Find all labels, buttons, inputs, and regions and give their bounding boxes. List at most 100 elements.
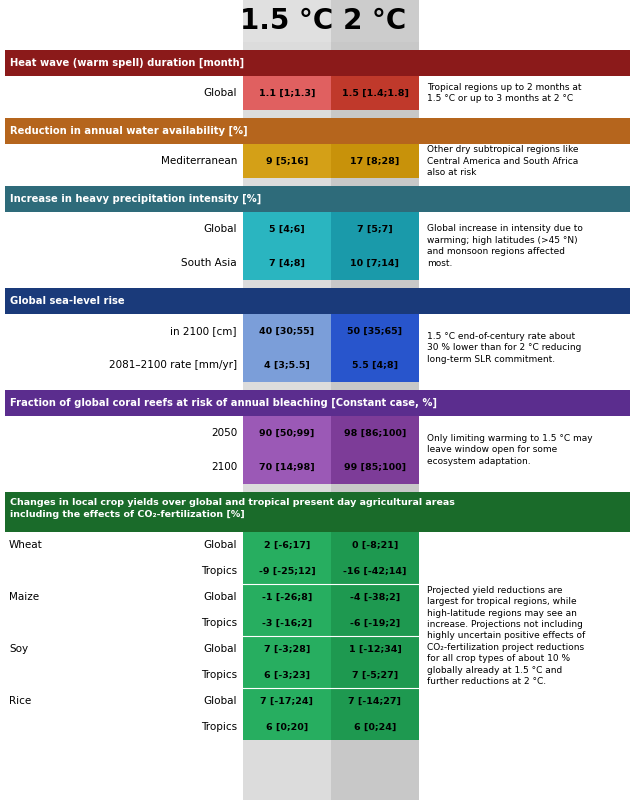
Text: 1.5 [1.4;1.8]: 1.5 [1.4;1.8] (342, 89, 408, 98)
FancyBboxPatch shape (331, 246, 419, 280)
Text: 1.1 [1;1.3]: 1.1 [1;1.3] (258, 89, 315, 98)
Text: 1.5 °C end-of-century rate about
30 % lower than for 2 °C reducing
long-term SLR: 1.5 °C end-of-century rate about 30 % lo… (427, 332, 582, 364)
Text: 2100: 2100 (211, 462, 237, 472)
FancyBboxPatch shape (331, 532, 419, 558)
Text: Increase in heavy precipitation intensity [%]: Increase in heavy precipitation intensit… (10, 194, 261, 204)
Text: Global sea-level rise: Global sea-level rise (10, 296, 124, 306)
Text: 7 [5;7]: 7 [5;7] (357, 225, 393, 234)
FancyBboxPatch shape (243, 714, 331, 740)
Text: Projected yield reductions are
largest for tropical regions, while
high-latitude: Projected yield reductions are largest f… (427, 586, 585, 686)
Text: Tropics: Tropics (201, 722, 237, 732)
Text: 9 [5;16]: 9 [5;16] (266, 157, 308, 166)
FancyBboxPatch shape (5, 118, 630, 144)
Text: 1.5 °C: 1.5 °C (241, 7, 333, 35)
Text: 4 [3;5.5]: 4 [3;5.5] (264, 361, 310, 370)
Text: 7 [-5;27]: 7 [-5;27] (352, 670, 398, 679)
FancyBboxPatch shape (5, 288, 630, 314)
Text: 90 [50;99]: 90 [50;99] (259, 429, 315, 438)
Text: 6 [0;24]: 6 [0;24] (354, 722, 396, 731)
Text: -6 [-19;2]: -6 [-19;2] (350, 618, 400, 627)
FancyBboxPatch shape (243, 0, 331, 800)
FancyBboxPatch shape (331, 450, 419, 484)
Text: Changes in local crop yields over global and tropical present day agricultural a: Changes in local crop yields over global… (10, 498, 455, 519)
FancyBboxPatch shape (331, 636, 419, 662)
Text: Tropical regions up to 2 months at
1.5 °C or up to 3 months at 2 °C: Tropical regions up to 2 months at 1.5 °… (427, 82, 582, 103)
Text: Global: Global (203, 696, 237, 706)
FancyBboxPatch shape (243, 584, 331, 610)
Text: Wheat: Wheat (9, 540, 43, 550)
Text: -3 [-16;2]: -3 [-16;2] (262, 618, 312, 627)
Text: -4 [-38;2]: -4 [-38;2] (350, 593, 400, 602)
Text: 99 [85;100]: 99 [85;100] (344, 462, 406, 471)
FancyBboxPatch shape (243, 532, 331, 558)
Text: Soy: Soy (9, 644, 28, 654)
FancyBboxPatch shape (331, 714, 419, 740)
Text: 6 [-3;23]: 6 [-3;23] (264, 670, 310, 679)
FancyBboxPatch shape (243, 416, 331, 450)
Text: 6 [0;20]: 6 [0;20] (266, 722, 308, 731)
FancyBboxPatch shape (331, 0, 419, 800)
Text: 17 [8;28]: 17 [8;28] (351, 157, 399, 166)
Text: Global: Global (203, 224, 237, 234)
FancyBboxPatch shape (331, 610, 419, 636)
Text: -9 [-25;12]: -9 [-25;12] (258, 566, 316, 575)
Text: Global increase in intensity due to
warming; high latitudes (>45 °N)
and monsoon: Global increase in intensity due to warm… (427, 224, 583, 268)
Text: 70 [14;98]: 70 [14;98] (259, 462, 315, 471)
Text: Global: Global (203, 592, 237, 602)
FancyBboxPatch shape (243, 314, 331, 348)
Text: 2050: 2050 (211, 428, 237, 438)
FancyBboxPatch shape (331, 688, 419, 714)
Text: -16 [-42;14]: -16 [-42;14] (344, 566, 407, 575)
FancyBboxPatch shape (243, 348, 331, 382)
Text: Tropics: Tropics (201, 670, 237, 680)
FancyBboxPatch shape (243, 144, 331, 178)
Text: 2 °C: 2 °C (344, 7, 406, 35)
Text: Mediterranean: Mediterranean (161, 156, 237, 166)
Text: Only limiting warming to 1.5 °C may
leave window open for some
ecosystem adaptat: Only limiting warming to 1.5 °C may leav… (427, 434, 592, 466)
Text: 5.5 [4;8]: 5.5 [4;8] (352, 361, 398, 370)
FancyBboxPatch shape (331, 212, 419, 246)
FancyBboxPatch shape (5, 390, 630, 416)
Text: -1 [-26;8]: -1 [-26;8] (262, 593, 312, 602)
Text: 2081–2100 rate [mm/yr]: 2081–2100 rate [mm/yr] (109, 360, 237, 370)
Text: 5 [4;6]: 5 [4;6] (269, 225, 305, 234)
Text: 7 [-14;27]: 7 [-14;27] (349, 697, 401, 706)
Text: 7 [4;8]: 7 [4;8] (269, 258, 305, 267)
Text: Reduction in annual water availability [%]: Reduction in annual water availability [… (10, 126, 248, 136)
FancyBboxPatch shape (331, 0, 419, 42)
Text: Rice: Rice (9, 696, 31, 706)
Text: 0 [-8;21]: 0 [-8;21] (352, 541, 398, 550)
Text: Tropics: Tropics (201, 566, 237, 576)
FancyBboxPatch shape (331, 144, 419, 178)
FancyBboxPatch shape (5, 50, 630, 76)
FancyBboxPatch shape (331, 76, 419, 110)
Text: 7 [-3;28]: 7 [-3;28] (264, 645, 310, 654)
FancyBboxPatch shape (331, 348, 419, 382)
Text: Global: Global (203, 540, 237, 550)
Text: 1 [-12;34]: 1 [-12;34] (349, 645, 401, 654)
FancyBboxPatch shape (243, 450, 331, 484)
FancyBboxPatch shape (331, 314, 419, 348)
FancyBboxPatch shape (243, 636, 331, 662)
FancyBboxPatch shape (243, 688, 331, 714)
FancyBboxPatch shape (243, 0, 331, 42)
Text: Heat wave (warm spell) duration [month]: Heat wave (warm spell) duration [month] (10, 58, 244, 68)
FancyBboxPatch shape (243, 212, 331, 246)
FancyBboxPatch shape (243, 76, 331, 110)
FancyBboxPatch shape (243, 610, 331, 636)
FancyBboxPatch shape (243, 662, 331, 688)
Text: Fraction of global coral reefs at risk of annual bleaching [Constant case, %]: Fraction of global coral reefs at risk o… (10, 398, 437, 408)
Text: 7 [-17;24]: 7 [-17;24] (260, 697, 314, 706)
FancyBboxPatch shape (243, 246, 331, 280)
Text: Tropics: Tropics (201, 618, 237, 628)
Text: Maize: Maize (9, 592, 39, 602)
FancyBboxPatch shape (243, 558, 331, 584)
FancyBboxPatch shape (331, 558, 419, 584)
Text: Global: Global (203, 88, 237, 98)
Text: 2 [-6;17]: 2 [-6;17] (264, 541, 310, 550)
Text: in 2100 [cm]: in 2100 [cm] (171, 326, 237, 336)
FancyBboxPatch shape (331, 662, 419, 688)
FancyBboxPatch shape (5, 492, 630, 532)
Text: South Asia: South Asia (182, 258, 237, 268)
FancyBboxPatch shape (331, 584, 419, 610)
